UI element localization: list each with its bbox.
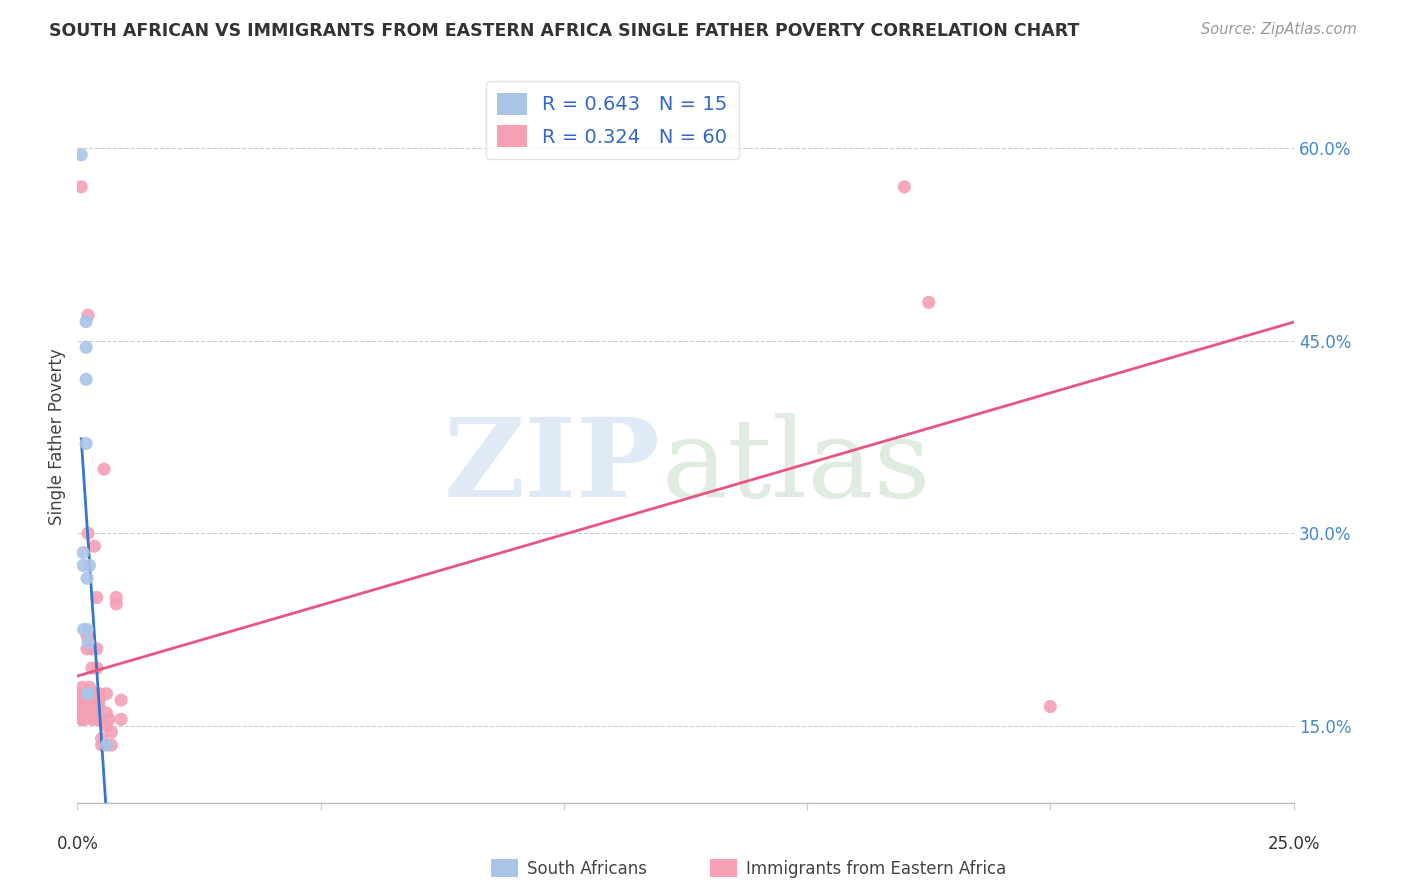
Point — [73, 706, 96, 720]
Point — [893, 179, 915, 194]
Point — [90, 731, 112, 746]
Point — [86, 712, 108, 726]
Point — [105, 597, 128, 611]
Point — [86, 591, 108, 605]
Point — [79, 693, 101, 707]
Point — [80, 699, 103, 714]
Point — [96, 738, 118, 752]
Point — [70, 693, 93, 707]
Point — [96, 706, 118, 720]
Point — [70, 706, 93, 720]
Point — [76, 641, 98, 656]
Point — [110, 712, 132, 726]
Point — [100, 725, 122, 739]
Point — [96, 687, 118, 701]
Text: Source: ZipAtlas.com: Source: ZipAtlas.com — [1201, 22, 1357, 37]
Text: ZIP: ZIP — [444, 413, 661, 520]
Point — [70, 712, 93, 726]
Point — [76, 571, 98, 585]
Point — [79, 687, 101, 701]
Point — [918, 295, 941, 310]
Point — [75, 436, 97, 450]
Point — [70, 148, 93, 162]
Text: SOUTH AFRICAN VS IMMIGRANTS FROM EASTERN AFRICA SINGLE FATHER POVERTY CORRELATIO: SOUTH AFRICAN VS IMMIGRANTS FROM EASTERN… — [49, 22, 1080, 40]
Y-axis label: Single Father Poverty: Single Father Poverty — [48, 349, 66, 525]
Point — [93, 462, 115, 476]
Point — [79, 558, 101, 573]
Point — [70, 179, 93, 194]
FancyBboxPatch shape — [710, 859, 737, 878]
Point — [89, 712, 111, 726]
Point — [100, 738, 122, 752]
Point — [1039, 699, 1062, 714]
Point — [110, 693, 132, 707]
Point — [70, 712, 93, 726]
Point — [73, 706, 96, 720]
Point — [70, 687, 93, 701]
Point — [75, 315, 97, 329]
Point — [77, 635, 100, 649]
Point — [70, 712, 93, 726]
Point — [72, 623, 94, 637]
Point — [70, 699, 93, 714]
Point — [79, 699, 101, 714]
Point — [86, 641, 108, 656]
Legend: R = 0.643   N = 15, R = 0.324   N = 60: R = 0.643 N = 15, R = 0.324 N = 60 — [486, 81, 740, 159]
FancyBboxPatch shape — [491, 859, 517, 878]
Point — [73, 699, 96, 714]
Point — [90, 738, 112, 752]
Point — [76, 629, 98, 643]
Point — [73, 712, 96, 726]
Point — [97, 712, 120, 726]
Point — [80, 687, 103, 701]
Point — [70, 693, 93, 707]
Point — [83, 539, 105, 553]
Point — [73, 687, 96, 701]
Point — [72, 545, 94, 559]
Point — [96, 719, 118, 733]
Point — [79, 681, 101, 695]
Point — [86, 699, 108, 714]
Point — [77, 687, 100, 701]
Point — [86, 687, 108, 701]
Point — [77, 687, 100, 701]
Text: 25.0%: 25.0% — [1267, 835, 1320, 853]
Point — [77, 308, 100, 322]
Point — [73, 693, 96, 707]
Point — [75, 372, 97, 386]
Point — [80, 641, 103, 656]
Point — [89, 693, 111, 707]
Point — [72, 558, 94, 573]
Point — [73, 687, 96, 701]
Point — [73, 687, 96, 701]
Point — [80, 706, 103, 720]
Point — [105, 591, 128, 605]
Point — [70, 687, 93, 701]
Point — [77, 526, 100, 541]
Point — [70, 712, 93, 726]
Point — [70, 699, 93, 714]
Point — [89, 687, 111, 701]
Point — [80, 712, 103, 726]
Point — [89, 699, 111, 714]
Text: 0.0%: 0.0% — [56, 835, 98, 853]
Point — [76, 623, 98, 637]
Text: atlas: atlas — [661, 413, 931, 520]
Text: Immigrants from Eastern Africa: Immigrants from Eastern Africa — [747, 860, 1007, 878]
Point — [86, 661, 108, 675]
Text: South Africans: South Africans — [527, 860, 647, 878]
Point — [70, 681, 93, 695]
Point — [75, 340, 97, 354]
Point — [80, 661, 103, 675]
